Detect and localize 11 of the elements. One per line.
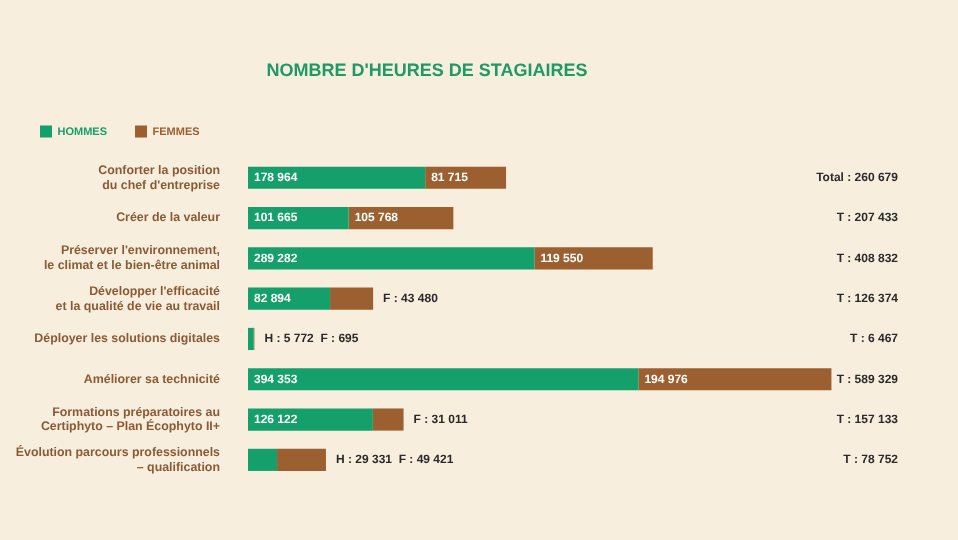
bar (248, 327, 254, 351)
bar (638, 368, 832, 391)
bar (277, 448, 326, 471)
chart-title: NOMBRE D'HEURES DE STAGIAIRES (266, 59, 588, 80)
bar (248, 247, 535, 270)
bar (372, 408, 404, 431)
bar (248, 448, 278, 471)
bar (248, 166, 426, 189)
bar (330, 287, 374, 310)
bar (248, 368, 639, 391)
bar (248, 408, 373, 431)
